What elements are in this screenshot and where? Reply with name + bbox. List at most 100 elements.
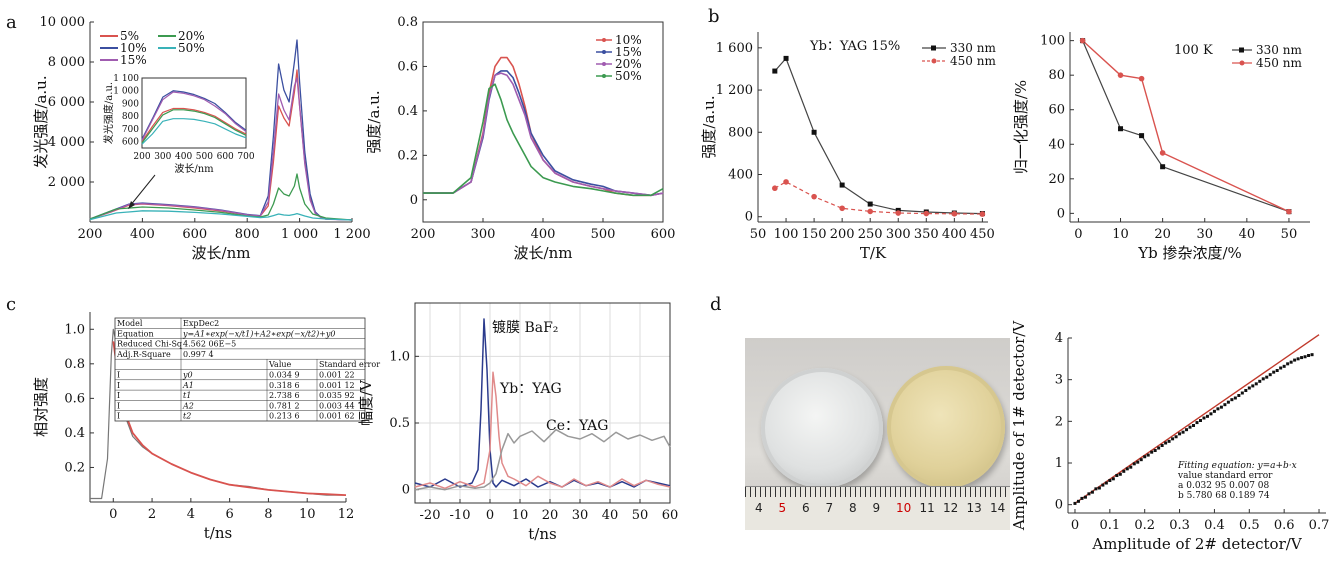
x-tick-label: 4 [187,507,195,522]
arrow-head [128,201,135,209]
data-point [1153,449,1157,452]
data-point [1094,487,1098,491]
x-tick-label: 400 [942,227,967,242]
y-axis-label: Amplitude of 1# detector/V [1010,320,1028,531]
x-tick-label: 600 [651,227,676,242]
data-point [1282,364,1286,368]
y-tick-label: 0.4 [397,104,418,119]
inset-x-tick-label: 500 [196,152,213,162]
x-tick-label: -20 [420,508,441,523]
x-tick-label: 300 [886,227,911,242]
data-point [1272,370,1276,374]
data-point [1192,424,1196,427]
data-point [1209,412,1213,416]
data-point [1247,386,1251,390]
data-point [1275,369,1279,372]
y-axis-label: 强度/a.u. [365,90,383,153]
data-point-450nm [1079,37,1086,44]
legend-marker [602,62,606,66]
x-tick-label: 30 [572,508,589,523]
fit-table-cell: Standard error [319,360,380,369]
y-tick-label: 0.2 [64,460,85,475]
data-point-450nm [895,210,902,216]
y-tick-label: 2 000 [48,175,85,190]
x-tick-label: 10 [1112,227,1129,242]
fit-table-cell: 0.034 9 [269,371,300,380]
data-point [1261,377,1265,381]
x-tick-label: 0.3 [1169,518,1190,533]
inset-arrow [129,174,156,207]
x-axis-label: t/ns [528,525,556,543]
data-point [1198,419,1202,422]
fit-table-cell: I [117,391,120,400]
data-point [1195,421,1199,425]
inset-y-tick-label: 900 [122,99,139,109]
ruler-number: 8 [849,501,857,515]
data-point [1307,354,1311,357]
data-point [1080,496,1084,500]
fit-table-cell: Reduced Chi-Sq [117,340,182,349]
data-point [1212,409,1216,413]
x-tick-label: 1 200 [333,227,370,242]
data-point [1115,474,1119,477]
legend-label: 330 nm [1256,43,1302,57]
x-tick-label: 350 [914,227,939,242]
series-line-450nm [774,181,983,215]
data-point [1073,501,1077,505]
plot-frame [414,302,671,504]
y-tick-label: 1 600 [716,41,753,56]
inset-series-15% [141,91,247,141]
x-tick-label: 20 [1154,227,1171,242]
legend-marker [931,58,937,64]
data-point [1181,430,1185,434]
inset-x-tick-label: 600 [217,152,234,162]
y-tick-label: 400 [728,168,753,183]
data-point [1143,455,1147,459]
ruler-number: 4 [755,501,763,515]
y-tick-label: 2 [1055,414,1063,429]
ruler-number: 9 [872,501,881,515]
y-tick-label: 100 [1040,34,1065,49]
y-tick-label: 8 000 [48,55,85,70]
fit-table-cell: Model [117,319,143,328]
y-tick-label: 20 [1048,172,1065,187]
data-point [1108,479,1112,482]
crystal-photo: 4 5 6 7 8 9 10 11 12 13 14 [745,338,1010,530]
ruler: 4 5 6 7 8 9 10 11 12 13 14 [745,486,1010,530]
inset-series-50% [141,118,247,145]
data-point [1132,462,1136,466]
inset-series-20% [141,109,247,144]
x-tick-label: 100 [774,227,799,242]
ruler-number: 11 [919,501,935,515]
fit-text: b 5.780 68 0.189 74 [1178,491,1270,501]
fit-table-cell: 0.003 44 [319,401,355,410]
x-tick-label: 8 [264,507,272,522]
y-tick-label: 40 [1048,137,1065,152]
data-point [1202,416,1206,420]
x-tick-label: 0.7 [1309,518,1330,533]
data-point-330nm [772,68,778,74]
data-point-330nm [867,201,873,207]
legend-label: 450 nm [1256,56,1302,70]
fit-table-cell: ExpDec2 [183,319,219,328]
data-point [1296,357,1300,361]
legend-marker [1239,47,1244,53]
chart-a2: 200 300 400 500 600 0 0.2 0.4 0.6 0.8 波长/nm 强度/a.u.… [365,15,675,262]
x-axis-label: 波长/nm [514,244,573,262]
x-axis-label: Yb 掺杂浓度/% [1137,244,1242,262]
data-point-330nm [839,182,845,188]
fit-table-cell: y0 [182,371,193,380]
data-point [1240,391,1244,395]
inset-x-tick-label: 200 [133,152,150,162]
fit-table-cell: A1 [182,381,194,390]
y-tick-label: 1 [1055,456,1063,471]
inset-y-tick-label: 1 000 [113,87,139,97]
legend-label: 20% [178,29,205,43]
x-tick-label: 150 [802,227,827,242]
x-axis-label: t/ns [204,524,232,542]
chart-d2: 0 0.1 0.2 0.3 0.4 0.5 0.6 0.7 0 1 2 3 4 Amplitude of … [1010,320,1329,553]
x-tick-label: 20 [542,508,559,523]
series-line-50% [89,210,353,221]
inset-x-tick-label: 300 [154,152,171,162]
